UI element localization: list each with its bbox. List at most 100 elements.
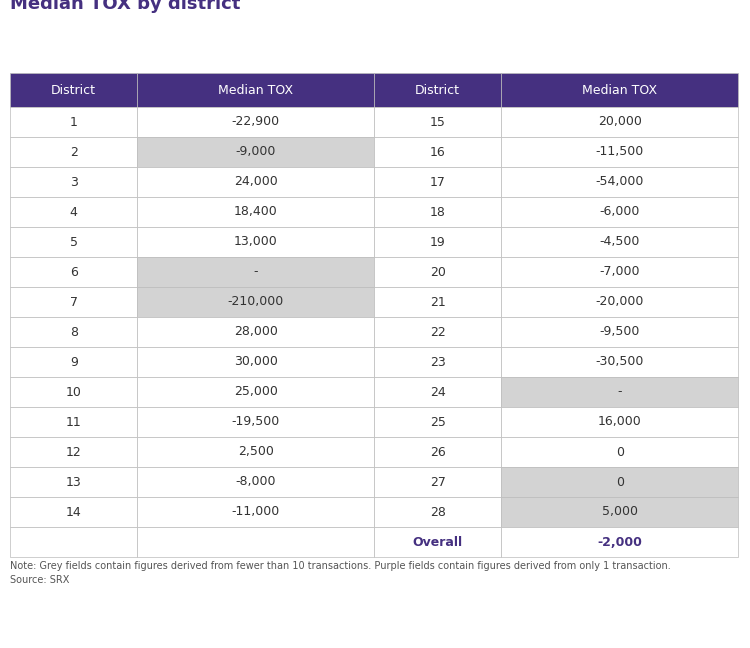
Bar	[10, 257, 137, 287]
Text: 18,400: 18,400	[234, 205, 278, 218]
Bar	[502, 197, 738, 227]
Text: 25: 25	[430, 415, 445, 428]
Bar	[374, 137, 502, 167]
Bar	[10, 167, 137, 197]
Bar	[10, 107, 137, 137]
Text: Median TOX: Median TOX	[218, 84, 293, 97]
Bar	[502, 227, 738, 257]
Bar	[374, 467, 502, 497]
Bar	[137, 347, 374, 377]
Text: -30,500: -30,500	[596, 356, 644, 369]
Bar	[137, 227, 374, 257]
Text: 25,000: 25,000	[234, 386, 278, 399]
Text: 28: 28	[430, 505, 445, 518]
Bar	[137, 317, 374, 347]
Bar	[10, 527, 137, 557]
Bar	[10, 497, 137, 527]
Bar	[502, 107, 738, 137]
Text: 27: 27	[430, 476, 445, 489]
Text: 24,000: 24,000	[234, 176, 278, 189]
Text: 13,000: 13,000	[234, 235, 278, 248]
Text: 8: 8	[70, 325, 78, 338]
Bar	[374, 377, 502, 407]
Bar	[137, 377, 374, 407]
Text: -11,000: -11,000	[232, 505, 280, 518]
Text: -19,500: -19,500	[232, 415, 280, 428]
Text: 7: 7	[70, 295, 78, 308]
Bar	[10, 437, 137, 467]
Bar	[374, 317, 502, 347]
Text: 21: 21	[430, 295, 445, 308]
Text: 13: 13	[66, 476, 82, 489]
Text: Overall: Overall	[413, 535, 463, 548]
Text: -: -	[617, 386, 622, 399]
Text: 15: 15	[430, 115, 445, 128]
Text: -11,500: -11,500	[596, 146, 644, 159]
Text: 3: 3	[70, 176, 78, 189]
Text: Median TOX by district: Median TOX by district	[10, 0, 240, 13]
Text: 18: 18	[430, 205, 445, 218]
Text: 0: 0	[616, 446, 624, 459]
Text: 2,500: 2,500	[238, 446, 274, 459]
Bar	[10, 227, 137, 257]
Bar	[374, 73, 502, 107]
Text: 5,000: 5,000	[602, 505, 638, 518]
Text: 16: 16	[430, 146, 445, 159]
Text: 5: 5	[70, 235, 78, 248]
Bar	[502, 347, 738, 377]
Bar	[374, 437, 502, 467]
Text: Median TOX: Median TOX	[582, 84, 657, 97]
Bar	[137, 197, 374, 227]
Text: District: District	[51, 84, 96, 97]
Text: 10: 10	[66, 386, 82, 399]
Bar	[374, 197, 502, 227]
Text: Note: Grey fields contain figures derived from fewer than 10 transactions. Purpl: Note: Grey fields contain figures derive…	[10, 561, 670, 571]
Text: -7,000: -7,000	[599, 266, 640, 279]
Bar	[502, 73, 738, 107]
Bar	[502, 437, 738, 467]
Bar	[10, 317, 137, 347]
Bar	[502, 377, 738, 407]
Bar	[374, 257, 502, 287]
Text: 14: 14	[66, 505, 82, 518]
Bar	[10, 73, 137, 107]
Text: 28,000: 28,000	[234, 325, 278, 338]
Text: 11: 11	[66, 415, 82, 428]
Bar	[10, 377, 137, 407]
Bar	[374, 347, 502, 377]
Bar	[137, 137, 374, 167]
Text: 1: 1	[70, 115, 78, 128]
Bar	[137, 497, 374, 527]
Text: -2,000: -2,000	[597, 535, 642, 548]
Text: -8,000: -8,000	[236, 476, 276, 489]
Text: 9: 9	[70, 356, 78, 369]
Text: 16,000: 16,000	[598, 415, 641, 428]
Bar	[374, 497, 502, 527]
Text: -9,500: -9,500	[599, 325, 640, 338]
Bar	[502, 407, 738, 437]
Text: 23: 23	[430, 356, 445, 369]
Text: 22: 22	[430, 325, 445, 338]
Bar	[374, 107, 502, 137]
Bar	[502, 287, 738, 317]
Text: -22,900: -22,900	[232, 115, 280, 128]
Bar	[137, 287, 374, 317]
Bar	[10, 287, 137, 317]
Bar	[502, 167, 738, 197]
Text: -20,000: -20,000	[596, 295, 644, 308]
Bar	[137, 107, 374, 137]
Bar	[502, 497, 738, 527]
Bar	[137, 467, 374, 497]
Bar	[10, 467, 137, 497]
Bar	[374, 407, 502, 437]
Bar	[10, 137, 137, 167]
Bar	[137, 527, 374, 557]
Text: -6,000: -6,000	[599, 205, 640, 218]
Bar	[137, 257, 374, 287]
Bar	[502, 467, 738, 497]
Text: 12: 12	[66, 446, 82, 459]
Bar	[10, 197, 137, 227]
Text: 20,000: 20,000	[598, 115, 642, 128]
Text: 2: 2	[70, 146, 78, 159]
Bar	[10, 407, 137, 437]
